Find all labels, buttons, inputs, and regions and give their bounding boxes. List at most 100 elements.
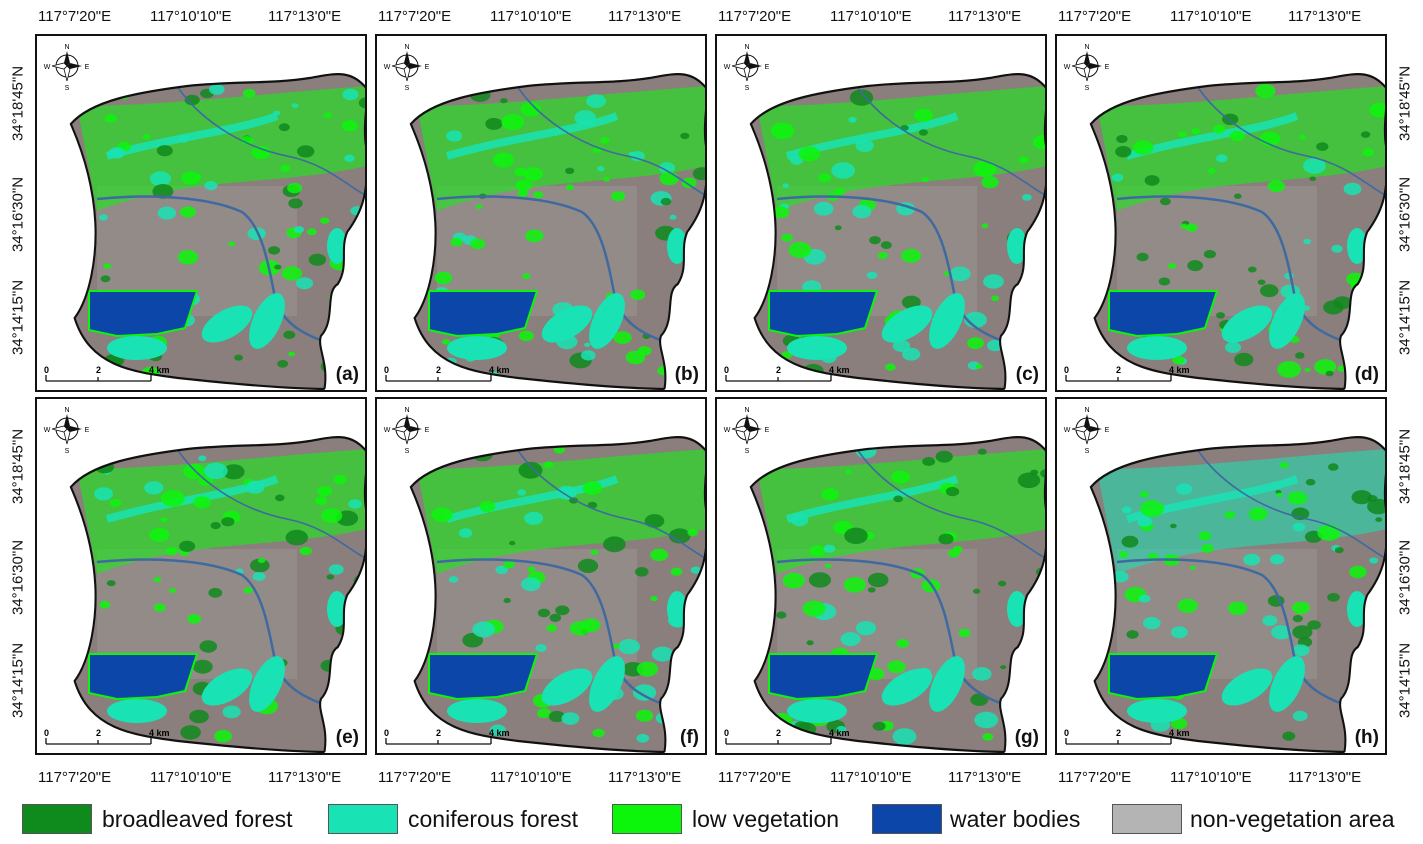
lon-label: 117°10'10"E — [150, 8, 232, 25]
lon-label: 117°10'10"E — [1170, 769, 1252, 786]
compass-w: W — [384, 427, 391, 434]
lon-label: 117°13'0"E — [948, 769, 1022, 786]
map-panel: N S E W 0 2 4 km (e) — [35, 397, 367, 755]
compass-e: E — [1105, 64, 1110, 71]
lat-label: 34°16'30"N — [9, 539, 27, 616]
compass-rose: N S E W — [1064, 44, 1110, 92]
lat-label: 34°18'45"N — [9, 65, 27, 142]
compass-s: S — [1085, 448, 1090, 455]
compass-s: S — [745, 448, 750, 455]
scale-tick: 2 — [436, 365, 441, 375]
compass-n: N — [64, 44, 69, 51]
map-panel: N S E W 0 2 4 km (h) — [1055, 397, 1387, 755]
scale-tick: 2 — [96, 728, 101, 738]
legend-label: non-vegetation area — [1190, 806, 1395, 832]
scale-tick: 4 km — [829, 365, 850, 375]
scale-tick: 4 km — [1169, 728, 1190, 738]
scale-tick: 0 — [44, 365, 49, 375]
panel-label: (d) — [1354, 364, 1379, 385]
lon-label: 117°10'10"E — [490, 8, 572, 25]
map-canvas: N S E W 0 2 4 km — [384, 407, 705, 753]
scale-bar: 0 2 4 km — [724, 728, 850, 745]
scale-tick: 2 — [436, 728, 441, 738]
compass-w: W — [384, 64, 391, 71]
map-canvas: N S E W 0 2 4 km — [1064, 44, 1385, 390]
lon-label: 117°13'0"E — [1288, 8, 1362, 25]
compass-e: E — [85, 64, 90, 71]
legend-swatch-coniferous-forest — [328, 804, 398, 834]
legend-swatch-non-vegetation-area — [1112, 804, 1182, 834]
lon-label: 117°7'20"E — [38, 769, 112, 786]
lon-label: 117°10'10"E — [830, 769, 912, 786]
compass-s: S — [745, 85, 750, 92]
map-canvas: N S E W 0 2 4 km — [44, 407, 365, 753]
lon-label: 117°13'0"E — [268, 8, 342, 25]
compass-rose: N S E W — [724, 407, 770, 455]
lon-label: 117°7'20"E — [378, 769, 452, 786]
compass-w: W — [44, 64, 51, 71]
scale-tick: 4 km — [489, 365, 510, 375]
compass-w: W — [1064, 427, 1071, 434]
scale-bar: 0 2 4 km — [384, 365, 510, 382]
legend-label: low vegetation — [692, 806, 840, 832]
compass-rose: N S E W — [724, 44, 770, 92]
scale-bar: 0 2 4 km — [1064, 365, 1190, 382]
scale-tick: 2 — [776, 728, 781, 738]
compass-s: S — [65, 85, 70, 92]
panel-label: (e) — [335, 727, 359, 748]
scale-tick: 4 km — [149, 365, 170, 375]
scale-bar: 0 2 4 km — [44, 365, 170, 382]
scale-bar: 0 2 4 km — [1064, 728, 1190, 745]
lat-label: 34°16'30"N — [1396, 539, 1414, 616]
panel-label: (c) — [1015, 364, 1039, 385]
compass-n: N — [744, 407, 749, 414]
compass-e: E — [425, 64, 430, 71]
lat-label: 34°18'45"N — [1396, 428, 1414, 505]
lat-label: 34°18'45"N — [1396, 65, 1414, 142]
lat-label: 34°16'30"N — [1396, 176, 1414, 253]
scale-tick: 0 — [1064, 365, 1069, 375]
compass-rose: N S E W — [44, 44, 90, 92]
map-panel: N S E W 0 2 4 km (f) — [375, 397, 707, 755]
lon-label: 117°7'20"E — [718, 769, 792, 786]
legend-label: broadleaved forest — [102, 806, 293, 832]
scale-tick: 4 km — [149, 728, 170, 738]
map-panel: N S E W 0 2 4 km (a) — [35, 34, 367, 392]
legend-swatch-water-bodies — [872, 804, 942, 834]
scale-tick: 0 — [724, 365, 729, 375]
compass-rose: N S E W — [44, 407, 90, 455]
legend: broadleaved forest coniferous forest low… — [22, 800, 1422, 836]
compass-s: S — [405, 448, 410, 455]
compass-rose: N S E W — [384, 44, 430, 92]
lat-label: 34°14'15"N — [1396, 642, 1414, 719]
compass-rose: N S E W — [384, 407, 430, 455]
compass-s: S — [405, 85, 410, 92]
compass-w: W — [724, 427, 731, 434]
scale-tick: 2 — [1116, 365, 1121, 375]
map-panel: N S E W 0 2 4 km (d) — [1055, 34, 1387, 392]
scale-bar: 0 2 4 km — [724, 365, 850, 382]
lon-label: 117°10'10"E — [490, 769, 572, 786]
legend-label: coniferous forest — [408, 806, 579, 832]
compass-n: N — [744, 44, 749, 51]
lon-label: 117°13'0"E — [608, 8, 682, 25]
lon-label: 117°13'0"E — [268, 769, 342, 786]
compass-e: E — [765, 427, 770, 434]
scale-tick: 4 km — [489, 728, 510, 738]
scale-tick: 0 — [724, 728, 729, 738]
lon-label: 117°7'20"E — [718, 8, 792, 25]
map-canvas: N S E W 0 2 4 km — [724, 407, 1045, 753]
lon-label: 117°10'10"E — [1170, 8, 1252, 25]
compass-n: N — [1084, 44, 1089, 51]
lon-label: 117°13'0"E — [608, 769, 682, 786]
lon-label: 117°7'20"E — [1058, 8, 1132, 25]
lat-label: 34°14'15"N — [9, 642, 27, 719]
lat-label: 34°18'45"N — [9, 428, 27, 505]
compass-e: E — [1105, 427, 1110, 434]
scale-tick: 0 — [384, 728, 389, 738]
lat-label: 34°14'15"N — [1396, 279, 1414, 356]
compass-w: W — [44, 427, 51, 434]
compass-e: E — [85, 427, 90, 434]
lon-label: 117°7'20"E — [1058, 769, 1132, 786]
compass-n: N — [404, 44, 409, 51]
